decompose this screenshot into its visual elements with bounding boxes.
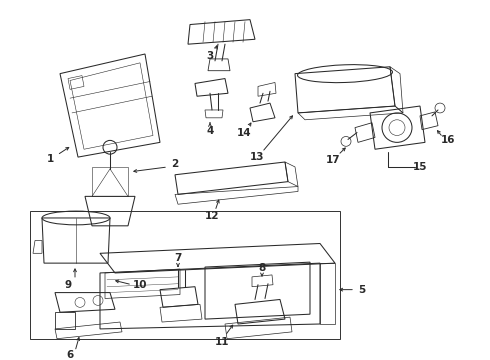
- Text: 4: 4: [206, 126, 214, 136]
- Text: 13: 13: [250, 152, 264, 162]
- Text: 16: 16: [441, 135, 455, 145]
- Text: 11: 11: [215, 337, 229, 347]
- Bar: [30, 211, 340, 339]
- Text: 3: 3: [206, 51, 214, 61]
- Text: 8: 8: [258, 263, 266, 273]
- Text: 6: 6: [66, 350, 74, 360]
- Text: 5: 5: [358, 285, 366, 294]
- Text: 14: 14: [237, 127, 251, 138]
- Text: 2: 2: [172, 159, 179, 169]
- Text: 1: 1: [47, 154, 53, 164]
- Text: 10: 10: [133, 280, 147, 290]
- Text: 7: 7: [174, 253, 182, 263]
- Text: 12: 12: [205, 211, 219, 221]
- Text: 17: 17: [326, 155, 341, 165]
- Text: 9: 9: [65, 280, 72, 290]
- Text: 15: 15: [413, 162, 427, 172]
